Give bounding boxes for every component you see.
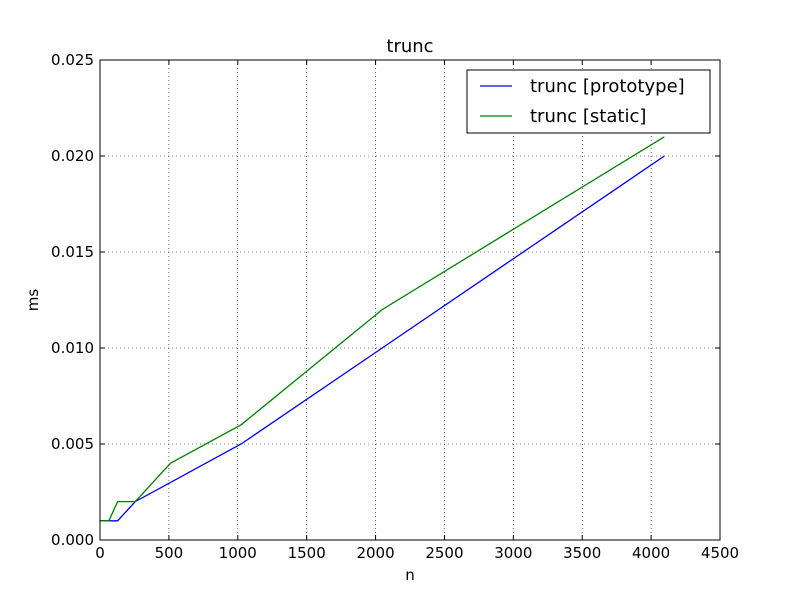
- x-tick-label: 0: [95, 544, 105, 562]
- x-tick-label: 1000: [219, 544, 257, 562]
- legend-label-prototype: trunc [prototype]: [530, 76, 685, 97]
- x-tick-label: 2000: [356, 544, 394, 562]
- x-tick-label: 4000: [632, 544, 670, 562]
- y-tick-label: 0.015: [51, 243, 94, 261]
- x-tick-label: 1500: [288, 544, 326, 562]
- legend: trunc [prototype] trunc [static]: [466, 69, 711, 134]
- ticks: [99, 59, 721, 541]
- x-tick-label: 2500: [425, 544, 463, 562]
- y-axis-title: ms: [24, 289, 42, 312]
- x-tick-label: 3500: [563, 544, 601, 562]
- y-tick-label: 0.000: [51, 531, 94, 549]
- series-line-1: [100, 136, 665, 522]
- grid: [100, 60, 720, 540]
- plot-frame: [99, 59, 721, 541]
- plot-area: [100, 60, 720, 540]
- tick-labels: 0 500 1000 1500 2000 2500 3000 3500 4000 4500 0.00…: [51, 51, 739, 562]
- y-tick-label: 0.010: [51, 339, 94, 357]
- x-axis-title: n: [405, 566, 415, 584]
- x-tick-label: 4500: [701, 544, 739, 562]
- y-tick-label: 0.020: [51, 147, 94, 165]
- legend-label-static: trunc [static]: [530, 106, 646, 127]
- x-tick-label: 3000: [494, 544, 532, 562]
- chart-title: trunc: [386, 36, 433, 57]
- y-tick-label: 0.025: [51, 51, 94, 69]
- x-tick-label: 500: [155, 544, 184, 562]
- series-lines: [100, 136, 665, 522]
- legend-box: [466, 69, 711, 134]
- y-tick-label: 0.005: [51, 435, 94, 453]
